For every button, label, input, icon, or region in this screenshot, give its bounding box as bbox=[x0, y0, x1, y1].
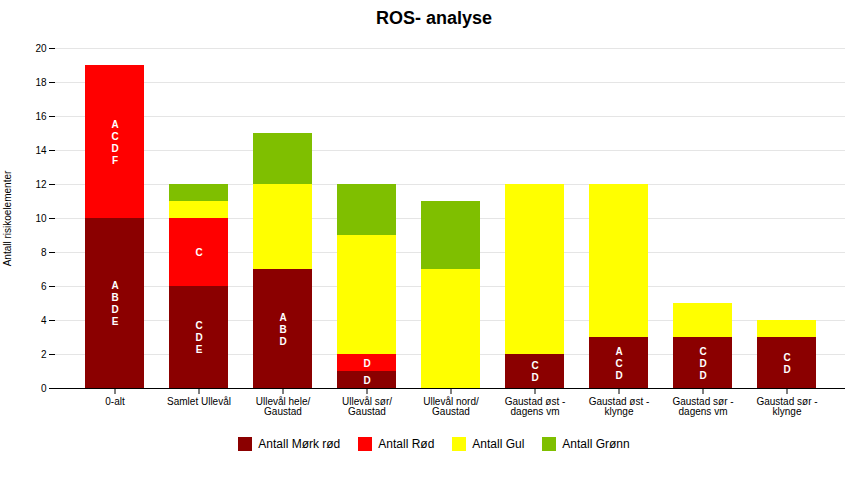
svg-text:ABD: ABD bbox=[279, 312, 286, 347]
svg-text:Gaustad sør -dagens vm: Gaustad sør -dagens vm bbox=[672, 396, 733, 417]
svg-text:C: C bbox=[195, 247, 202, 258]
svg-text:Gaustad sør -klynge: Gaustad sør -klynge bbox=[756, 396, 817, 417]
svg-text:ABDE: ABDE bbox=[111, 280, 118, 327]
svg-text:14: 14 bbox=[35, 145, 47, 156]
svg-text:Gaustad øst -klynge: Gaustad øst -klynge bbox=[589, 396, 650, 417]
svg-text:2: 2 bbox=[41, 349, 47, 360]
svg-text:ACDF: ACDF bbox=[111, 119, 118, 166]
svg-text:20: 20 bbox=[35, 43, 47, 54]
html-text:Antall Gul: Antall Gul bbox=[472, 437, 525, 451]
html-text:ROS- analyse: ROS- analyse bbox=[376, 8, 492, 28]
svg-text:D: D bbox=[363, 375, 370, 386]
svg-text:Antall risikoelementer: Antall risikoelementer bbox=[2, 170, 13, 266]
svg-text:Samlet Ullevål: Samlet Ullevål bbox=[167, 396, 231, 407]
svg-text:Ullevål sør/Gaustad: Ullevål sør/Gaustad bbox=[342, 396, 392, 417]
svg-text:0: 0 bbox=[41, 383, 47, 394]
svg-text:CD: CD bbox=[783, 352, 790, 375]
html-text:Antall Mørk rød: Antall Mørk rød bbox=[258, 437, 341, 451]
svg-text:CDE: CDE bbox=[195, 320, 202, 355]
svg-text:18: 18 bbox=[35, 77, 47, 88]
svg-text:Ullevål hele/Gaustad: Ullevål hele/Gaustad bbox=[256, 396, 311, 417]
svg-text:12: 12 bbox=[35, 179, 47, 190]
html-text:Antall Grønn: Antall Grønn bbox=[562, 437, 630, 451]
svg-text:CDD: CDD bbox=[699, 346, 706, 381]
html-text:Antall Rød: Antall Rød bbox=[378, 437, 435, 451]
svg-text:16: 16 bbox=[35, 111, 47, 122]
svg-text:4: 4 bbox=[41, 315, 47, 326]
svg-text:Gaustad øst -dagens vm: Gaustad øst -dagens vm bbox=[505, 396, 566, 417]
svg-text:Ullevål nord/Gaustad: Ullevål nord/Gaustad bbox=[423, 396, 479, 417]
svg-text:10: 10 bbox=[35, 213, 47, 224]
svg-text:0-alt: 0-alt bbox=[105, 396, 125, 407]
svg-text:8: 8 bbox=[41, 247, 47, 258]
svg-text:D: D bbox=[363, 358, 370, 369]
svg-text:6: 6 bbox=[41, 281, 47, 292]
svg-text:ACD: ACD bbox=[615, 346, 622, 381]
svg-text:CD: CD bbox=[531, 360, 538, 383]
